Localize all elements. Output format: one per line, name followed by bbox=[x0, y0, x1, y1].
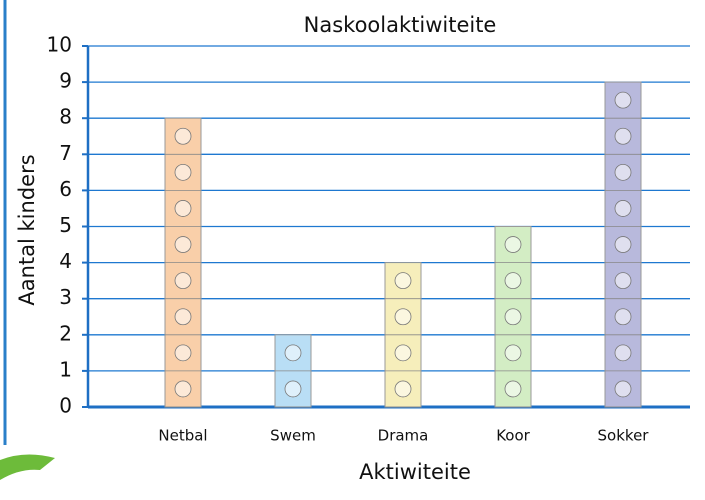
picture-icon bbox=[175, 128, 191, 144]
chart: Naskoolaktiwiteite Aktiwiteite Aantal ki… bbox=[0, 0, 705, 496]
x-tick-label: Swem bbox=[270, 427, 316, 445]
y-tick-label: 1 bbox=[59, 357, 72, 381]
picture-icon bbox=[175, 164, 191, 180]
y-tick-label: 10 bbox=[47, 33, 72, 57]
y-tick-label: 4 bbox=[59, 249, 72, 273]
picture-icon bbox=[505, 309, 521, 325]
y-tick-label: 5 bbox=[59, 213, 72, 237]
picture-icon bbox=[175, 237, 191, 253]
picture-icon bbox=[615, 164, 631, 180]
picture-icon bbox=[615, 345, 631, 361]
picture-icon bbox=[395, 309, 411, 325]
picture-icon bbox=[615, 273, 631, 289]
picture-icon bbox=[615, 381, 631, 397]
picture-icon bbox=[395, 381, 411, 397]
picture-icon bbox=[175, 345, 191, 361]
picture-icon bbox=[615, 200, 631, 216]
x-tick-label: Koor bbox=[496, 427, 530, 445]
x-tick-label: Netbal bbox=[158, 427, 207, 445]
picture-icon bbox=[615, 92, 631, 108]
picture-icon bbox=[175, 200, 191, 216]
decoration bbox=[0, 454, 55, 480]
picture-icon bbox=[505, 273, 521, 289]
picture-icon bbox=[285, 345, 301, 361]
picture-icon bbox=[505, 381, 521, 397]
y-tick-label: 6 bbox=[59, 177, 72, 201]
picture-icon bbox=[175, 381, 191, 397]
picture-icon bbox=[615, 237, 631, 253]
y-tick-label: 7 bbox=[59, 141, 72, 165]
y-tick-label: 0 bbox=[59, 394, 72, 418]
y-tick-label: 8 bbox=[59, 105, 72, 129]
picture-icon bbox=[615, 309, 631, 325]
picture-icon bbox=[615, 128, 631, 144]
picture-icon bbox=[505, 237, 521, 253]
y-axis-title: Aantal kinders bbox=[15, 154, 39, 305]
x-axis-title: Aktiwiteite bbox=[359, 460, 471, 484]
chart-title: Naskoolaktiwiteite bbox=[304, 13, 497, 37]
x-tick-label: Sokker bbox=[598, 427, 650, 445]
picture-icon bbox=[285, 381, 301, 397]
picture-icon bbox=[505, 345, 521, 361]
y-tick-label: 2 bbox=[59, 321, 72, 345]
x-tick-label: Drama bbox=[378, 427, 429, 445]
picture-icon bbox=[395, 273, 411, 289]
picture-icon bbox=[175, 309, 191, 325]
picture-icon bbox=[175, 273, 191, 289]
y-tick-label: 3 bbox=[59, 285, 72, 309]
y-tick-label: 9 bbox=[59, 69, 72, 93]
picture-icon bbox=[395, 345, 411, 361]
